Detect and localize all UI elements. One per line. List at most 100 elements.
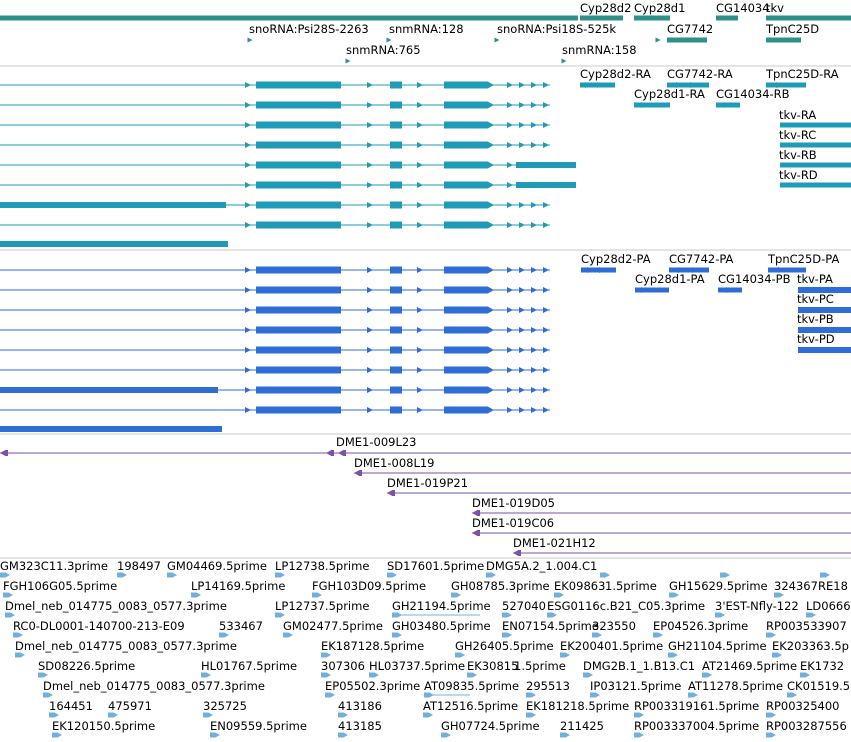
est-label[interactable]: EK203363.5p — [772, 639, 849, 653]
gene-label-snmrna128[interactable]: snmRNA:128 — [389, 22, 464, 36]
est-label[interactable]: RP003287556 — [766, 719, 847, 733]
est-label[interactable]: FGH106G05.5prime — [3, 579, 117, 593]
est-label[interactable]: EK1732 — [800, 659, 844, 673]
est-label[interactable]: GH26405.5prime — [455, 639, 554, 653]
est-label[interactable]: RC0-DL0001-140700-213-E09 — [13, 619, 185, 633]
est-label[interactable]: 475971 — [108, 699, 152, 713]
protein-label-cyp28d2-pa[interactable]: Cyp28d2-PA — [581, 252, 651, 266]
est-label[interactable]: SD08226.5prime — [38, 659, 135, 673]
est-label[interactable]: 1.5prime — [514, 659, 566, 673]
est-label[interactable]: Dmel_neb_014775_0083_0577.3prime — [5, 599, 227, 613]
est-label[interactable]: EN07154.5prime — [502, 619, 599, 633]
gene-label-psi28s[interactable]: snoRNA:Psi28S-2263 — [249, 22, 369, 36]
est-label[interactable]: HL01767.5prime — [201, 659, 297, 673]
protein-label-cg14034-pb[interactable]: CG14034-PB — [718, 272, 791, 286]
est-label[interactable]: SD17601.5prime — [387, 559, 484, 573]
transcript-label-cg7742-ra[interactable]: CG7742-RA — [667, 67, 733, 81]
protein-label-cg7742-pa[interactable]: CG7742-PA — [669, 252, 734, 266]
protein-label-tkv-pa[interactable]: tkv-PA — [797, 272, 833, 286]
transcript-label-tkv-rc[interactable]: tkv-RC — [779, 128, 816, 142]
est-label[interactable]: RP003533907 — [766, 619, 847, 633]
est-label[interactable]: EK30815 — [467, 659, 518, 673]
est-label[interactable]: FGH103D09.5prime — [312, 579, 426, 593]
est-label[interactable]: LD0666 — [806, 599, 851, 613]
gene-label-snmrna765[interactable]: snmRNA:765 — [346, 43, 421, 57]
est-label[interactable]: EP04526.3prime — [653, 619, 748, 633]
est-label[interactable]: Dmel_neb_014775_0083_0577.3prime — [43, 679, 265, 693]
clone-label-008l19[interactable]: DME1-008L19 — [354, 456, 435, 470]
protein-label-tkv-pc[interactable]: tkv-PC — [797, 292, 834, 306]
est-label[interactable]: GH08785.3prime — [451, 579, 550, 593]
est-label[interactable]: RE18 — [818, 579, 848, 593]
est-label[interactable]: AT11278.5prime — [688, 679, 783, 693]
gene-label-cyp28d2[interactable]: Cyp28d2 — [580, 1, 631, 15]
est-label[interactable]: ESG0116c.B21_C05.3prime — [547, 599, 705, 613]
est-label[interactable]: 413186 — [338, 699, 382, 713]
est-label[interactable]: RP00325400 — [766, 699, 839, 713]
est-label[interactable]: DMG2B.1_1.B13.C1 — [583, 659, 695, 673]
transcript-label-tkv-ra[interactable]: tkv-RA — [779, 108, 816, 122]
est-label[interactable]: RP003319161.5prime — [634, 699, 759, 713]
clone-label-019d05[interactable]: DME1-019D05 — [472, 496, 555, 510]
est-label[interactable]: GH03480.5prime — [392, 619, 491, 633]
transcript-label-tkv-rb[interactable]: tkv-RB — [779, 148, 817, 162]
transcript-label-cyp28d2-ra[interactable]: Cyp28d2-RA — [580, 67, 651, 81]
clone-label-019c06[interactable]: DME1-019C06 — [472, 516, 554, 530]
est-label[interactable]: EK09863 — [554, 579, 605, 593]
est-label[interactable]: LP14169.5prime — [191, 579, 285, 593]
transcript-label-tpnc25d-ra[interactable]: TpnC25D-RA — [765, 67, 839, 81]
est-label[interactable]: EP05502.3prime — [325, 679, 420, 693]
est-label[interactable]: GH21104.5prime — [668, 639, 767, 653]
gene-label-cyp28d1[interactable]: Cyp28d1 — [634, 1, 685, 15]
transcript-label-cyp28d1-ra[interactable]: Cyp28d1-RA — [634, 87, 705, 101]
est-label[interactable]: 3'EST-Nfly-122 — [715, 599, 799, 613]
est-label[interactable]: 324367 — [774, 579, 818, 593]
protein-label-cyp28d1-pa[interactable]: Cyp28d1-PA — [635, 272, 705, 286]
est-label[interactable]: AT12516.5prime — [423, 699, 518, 713]
est-label[interactable]: 164451 — [49, 699, 93, 713]
est-label[interactable]: 413185 — [338, 719, 382, 733]
est-label[interactable]: GM323C11.3prime — [0, 559, 108, 573]
est-label[interactable]: 325725 — [203, 699, 247, 713]
transcript-label-cg14034-rb[interactable]: CG14034-RB — [716, 87, 790, 101]
gene-label-snmrna158[interactable]: snmRNA:158 — [562, 43, 637, 57]
transcript-label-tkv-rd[interactable]: tkv-RD — [779, 168, 818, 182]
est-label[interactable]: LP12738.5prime — [275, 559, 369, 573]
est-label[interactable]: RP003337004.5prime — [634, 719, 759, 733]
est-label[interactable]: DMG5A.2_1.004.C1 — [486, 559, 597, 573]
est-label[interactable]: EN09559.5prime — [210, 719, 307, 733]
clone-label-019p21[interactable]: DME1-019P21 — [387, 476, 468, 490]
est-label[interactable]: EK120150.5prime — [52, 719, 155, 733]
est-label[interactable]: IP03121.5prime — [590, 679, 681, 693]
est-label[interactable]: HL03737.5prime — [369, 659, 465, 673]
est-label[interactable]: GH15629.5prime — [669, 579, 768, 593]
est-label[interactable]: EK187128.5prime — [321, 639, 424, 653]
est-label[interactable]: CK01519.5 — [787, 679, 850, 693]
est-label[interactable]: AT09835.5prime — [424, 679, 519, 693]
est-label[interactable]: 323550 — [592, 619, 636, 633]
est-label[interactable]: 211425 — [560, 719, 604, 733]
est-label[interactable]: 198497 — [117, 559, 161, 573]
clone-label-009l23[interactable]: DME1-009L23 — [336, 435, 417, 449]
est-label[interactable]: Dmel_neb_014775_0083_0577.3prime — [15, 639, 237, 653]
gene-label-cg7742[interactable]: CG7742 — [667, 22, 713, 36]
est-label[interactable]: GH07724.5prime — [441, 719, 540, 733]
est-label[interactable]: EK181218.5prime — [526, 699, 629, 713]
est-label[interactable]: 527040 — [502, 599, 546, 613]
est-label[interactable]: 1.5prime — [605, 579, 657, 593]
protein-label-tkv-pb[interactable]: tkv-PB — [797, 312, 834, 326]
est-label[interactable]: 307306 — [321, 659, 365, 673]
gene-label-tpnc25d[interactable]: TpnC25D — [765, 22, 819, 36]
gene-label-psi18s[interactable]: snoRNA:Psi18S-525k — [497, 22, 616, 36]
est-label[interactable]: 533467 — [219, 619, 263, 633]
est-label[interactable]: GM04469.5prime — [167, 559, 267, 573]
est-label[interactable]: GM02477.5prime — [283, 619, 383, 633]
clone-label-021h12[interactable]: DME1-021H12 — [513, 536, 596, 550]
est-label[interactable]: 295513 — [526, 679, 570, 693]
protein-label-tkv-pd[interactable]: tkv-PD — [797, 332, 835, 346]
protein-label-tpnc25d-pa[interactable]: TpnC25D-PA — [767, 252, 839, 266]
est-label[interactable]: LP12737.5prime — [275, 599, 369, 613]
gene-label-cg14034[interactable]: CG14034 — [716, 1, 770, 15]
gene-label-tkv[interactable]: tkv — [766, 1, 784, 15]
est-label[interactable]: GH21194.5prime — [392, 599, 491, 613]
